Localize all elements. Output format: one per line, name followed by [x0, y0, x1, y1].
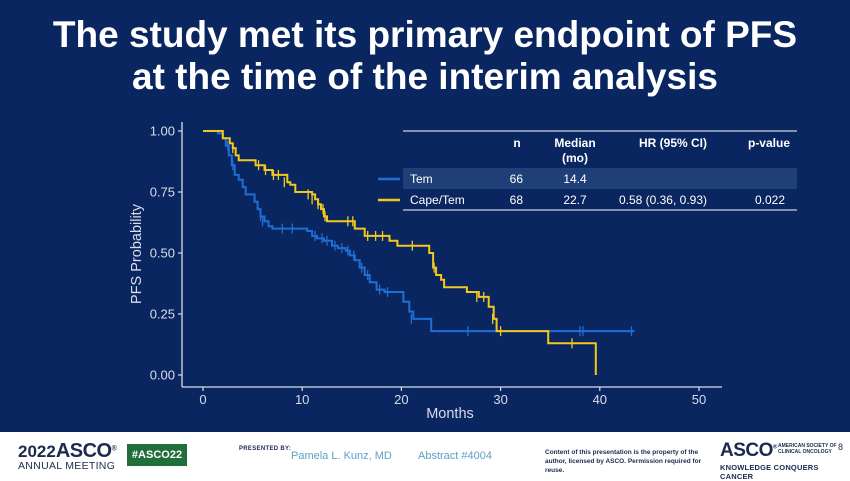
table-header-hr: HR (95% CI) [639, 136, 707, 150]
slide-title: The study met its primary endpoint of PF… [0, 14, 850, 98]
table-cell-n-cape-tem: 68 [510, 193, 524, 207]
y-tick-label: 0.00 [150, 368, 175, 383]
table-header-n: n [513, 136, 520, 150]
asco-tagline: KNOWLEDGE CONQUERS CANCER [720, 463, 819, 481]
meeting-logo: 2022ASCO® [18, 440, 117, 463]
x-tick-label: 30 [493, 392, 507, 407]
chart-axes [181, 122, 722, 388]
registered-mark-icon: ® [772, 444, 777, 451]
x-tick-label: 0 [199, 392, 206, 407]
table-row-label-tem: Tem [410, 172, 433, 186]
x-tick-label: 40 [593, 392, 607, 407]
table-header-median-unit: (mo) [562, 151, 588, 165]
meeting-subtitle: ANNUAL MEETING [18, 460, 116, 472]
y-tick-label: 0.75 [150, 185, 175, 200]
x-tick-label: 50 [692, 392, 706, 407]
table-cell-p-cape-tem: 0.022 [755, 193, 785, 207]
hashtag-badge: #ASCO22 [127, 444, 187, 466]
table-row-label-cape-tem: Cape/Tem [410, 193, 465, 207]
slide: The study met its primary endpoint of PF… [0, 0, 850, 432]
table-header-p-value: p-value [748, 136, 790, 150]
table-header-median: Median [554, 136, 595, 150]
table-row-highlight [403, 168, 797, 189]
km-curve-tem [203, 130, 635, 333]
table-cell-median-tem: 14.4 [563, 172, 587, 186]
table-cell-n-tem: 66 [510, 172, 524, 186]
meeting-year: 2022 [18, 442, 56, 461]
asco-logo-text: ASCO [720, 440, 773, 461]
asco-logo: ASCO® [720, 440, 777, 462]
presenter-name: Pamela L. Kunz, MD [291, 450, 392, 462]
x-tick-label: 10 [295, 392, 309, 407]
legend-table: n Median (mo) HR (95% CI) p-value Tem 66… [378, 130, 797, 211]
y-tick-label: 0.50 [150, 246, 175, 261]
slide-number: 8 [838, 442, 844, 452]
y-axis-label: PFS Probability [129, 203, 145, 304]
registered-mark-icon: ® [111, 445, 117, 453]
y-tick-label: 0.25 [150, 307, 175, 322]
title-line-1: The study met its primary endpoint of PF… [52, 14, 798, 55]
presented-by-label: PRESENTED BY: [239, 446, 292, 452]
x-ticks: 0 10 20 30 40 50 [199, 387, 706, 407]
copyright-notice: Content of this presentation is the prop… [545, 449, 702, 474]
slide-footer: 2022ASCO® ANNUAL MEETING #ASCO22 PRESENT… [0, 432, 850, 481]
x-tick-label: 20 [394, 392, 408, 407]
table-cell-hr-cape-tem: 0.58 (0.36, 0.93) [619, 193, 707, 207]
km-curve-cape-tem [203, 130, 597, 375]
y-tick-label: 1.00 [150, 124, 175, 139]
km-chart: 0.00 0.25 0.50 0.75 1.00 0 10 20 30 40 50 PFS Pro… [129, 122, 797, 422]
x-axis-label: Months [426, 406, 474, 422]
asco-org-name: AMERICAN SOCIETY OF CLINICAL ONCOLOGY [778, 443, 837, 455]
y-ticks: 0.00 0.25 0.50 0.75 1.00 [150, 124, 182, 383]
meeting-brand: ASCO [55, 440, 112, 462]
title-line-2: at the time of the interim analysis [132, 56, 718, 97]
abstract-number: Abstract #4004 [418, 450, 492, 462]
table-cell-median-cape-tem: 22.7 [563, 193, 587, 207]
km-curves [203, 130, 635, 375]
